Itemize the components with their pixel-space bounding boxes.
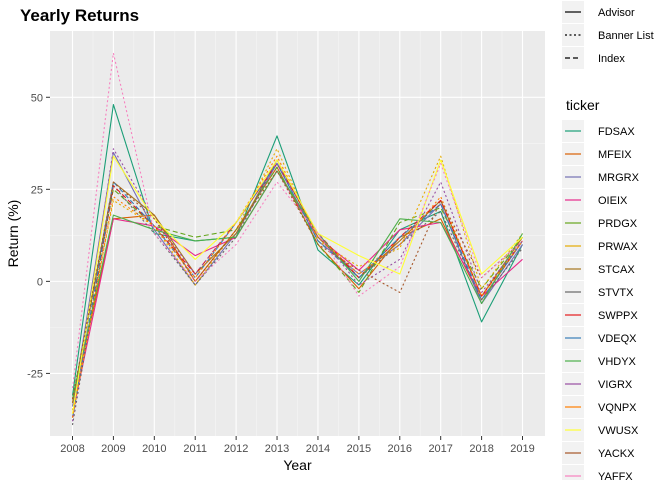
series-line-yaffx bbox=[71, 52, 523, 389]
legend-label: VQNPX bbox=[598, 402, 637, 414]
x-axis: 2008 2009 2010 2011 2012 2013 2014 2015 2016 2017… bbox=[60, 436, 535, 455]
y-tick-label: 0 bbox=[37, 276, 43, 288]
x-tick-label: 2019 bbox=[510, 443, 534, 455]
y-axis-label: Return (%) bbox=[5, 200, 21, 268]
series-line-oieix bbox=[71, 170, 523, 415]
legend-label: Advisor bbox=[598, 7, 635, 19]
legend-key bbox=[562, 465, 584, 485]
series-line-vwusx bbox=[71, 155, 523, 414]
legend-label: YAFFX bbox=[598, 471, 633, 480]
y-axis: -25 0 25 50 bbox=[27, 92, 50, 380]
series-lines bbox=[71, 52, 523, 426]
linetype-legend: Advisor Banner List Index bbox=[562, 1, 654, 69]
legend-label: STCAX bbox=[598, 264, 635, 276]
legend-label: Banner List bbox=[598, 30, 654, 42]
x-tick-label: 2012 bbox=[224, 443, 248, 455]
legend-label: VDEQX bbox=[598, 333, 637, 345]
series-line-vdeqx bbox=[71, 162, 523, 418]
legend-label: VWUSX bbox=[598, 425, 639, 437]
series-line-vigrx bbox=[71, 148, 523, 422]
legend-label: FDSAX bbox=[598, 126, 635, 138]
legend-label: STVTX bbox=[598, 287, 634, 299]
series-line-stvtx bbox=[71, 159, 523, 426]
x-tick-label: 2008 bbox=[60, 443, 84, 455]
legend-label: MFEIX bbox=[598, 149, 632, 161]
x-tick-label: 2009 bbox=[101, 443, 125, 455]
series-line-yackx bbox=[71, 170, 523, 400]
chart-title: Yearly Returns bbox=[20, 6, 139, 25]
x-tick-label: 2014 bbox=[306, 443, 330, 455]
x-tick-label: 2017 bbox=[428, 443, 452, 455]
series-line-vhdyx bbox=[71, 170, 523, 400]
legend-key bbox=[562, 24, 584, 46]
x-tick-label: 2016 bbox=[388, 443, 412, 455]
legend-label: SWPPX bbox=[598, 310, 638, 322]
color-legend: FDSAX MFEIX MRGRX OIEIX PRDGX PRWAX STCAX STVTX… bbox=[562, 120, 640, 485]
x-axis-label: Year bbox=[283, 457, 312, 473]
legend-label: Index bbox=[598, 53, 625, 65]
legend-label: MRGRX bbox=[598, 172, 640, 184]
y-tick-label: 50 bbox=[31, 92, 43, 104]
color-legend-title: ticker bbox=[566, 97, 600, 113]
grid-lines bbox=[50, 31, 545, 436]
legend-label: OIEIX bbox=[598, 195, 628, 207]
x-tick-label: 2015 bbox=[347, 443, 371, 455]
series-line-mfeix bbox=[71, 166, 523, 404]
legend-label: PRDGX bbox=[598, 218, 638, 230]
legend-label: VHDYX bbox=[598, 356, 637, 368]
legend-label: PRWAX bbox=[598, 241, 638, 253]
x-tick-label: 2011 bbox=[183, 443, 207, 455]
x-tick-label: 2013 bbox=[265, 443, 289, 455]
x-tick-label: 2010 bbox=[142, 443, 166, 455]
legend-label: VIGRX bbox=[598, 379, 633, 391]
y-tick-label: 25 bbox=[31, 184, 43, 196]
legend-label: YACKX bbox=[598, 448, 635, 460]
y-tick-label: -25 bbox=[27, 368, 43, 380]
x-tick-label: 2018 bbox=[469, 443, 493, 455]
